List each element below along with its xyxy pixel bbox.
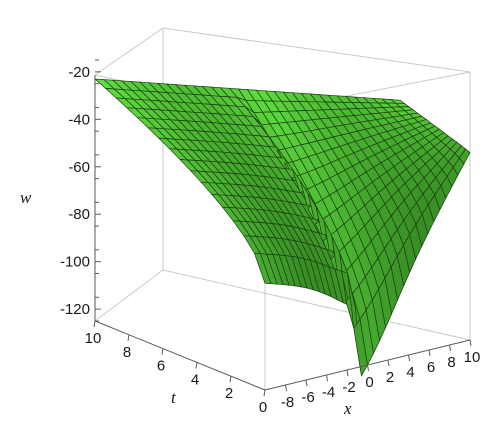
x-tick-mark	[449, 344, 451, 352]
x-tick-label: -8	[281, 394, 294, 411]
x-axis-ticks: -8 -6 -4 -2 0 2 4 6 8 10	[281, 339, 481, 411]
x-tick-label: 10	[464, 349, 481, 366]
t-tick-mark	[229, 376, 232, 383]
t-tick-label: 4	[191, 371, 199, 388]
w-axis-ticks: -20 -40 -60 -80 -100 -120	[60, 59, 101, 322]
surface-mesh	[94, 78, 471, 377]
w-tick-label: -120	[60, 301, 90, 318]
t-tick-mark	[263, 389, 266, 397]
w-tick-label: -40	[68, 111, 90, 128]
x-axis-title: x	[343, 399, 352, 418]
t-axis-ticks: 10 8 6 4 2 0	[85, 320, 267, 416]
t-tick-mark	[127, 334, 130, 341]
x-tick-label: 6	[427, 359, 435, 376]
w-tick-label: -100	[60, 254, 90, 271]
w-axis-title: w	[20, 188, 32, 207]
t-tick-label: 8	[123, 344, 131, 361]
x-tick-mark	[346, 369, 349, 377]
w-tick-label: -20	[68, 64, 90, 81]
t-tick-label: 6	[157, 358, 165, 375]
x-tick-mark	[428, 349, 431, 357]
x-tick-mark	[305, 379, 308, 387]
x-tick-mark	[408, 354, 410, 362]
x-tick-label: 4	[406, 364, 414, 381]
x-tick-mark	[326, 374, 328, 382]
x-tick-label: 2	[386, 369, 394, 386]
t-tick-mark	[195, 362, 198, 369]
t-tick-label: 2	[225, 385, 233, 402]
x-tick-mark	[469, 339, 472, 347]
x-tick-mark	[387, 359, 390, 367]
t-tick-mark	[93, 320, 96, 328]
t-tick-label: 10	[85, 330, 102, 347]
w-tick-label: -80	[68, 206, 90, 223]
t-axis-line	[94, 320, 266, 391]
box-back-top	[94, 27, 471, 76]
x-tick-label: -2	[342, 379, 355, 396]
t-tick-mark	[161, 348, 164, 355]
x-tick-label: -6	[301, 389, 314, 406]
x-tick-label: 8	[447, 354, 455, 371]
x-tick-mark	[285, 384, 287, 392]
t-axis-title: t	[171, 388, 177, 407]
x-tick-label: 0	[365, 374, 373, 391]
w-tick-label: -60	[68, 159, 90, 176]
x-tick-label: -4	[322, 384, 335, 401]
x-tick-mark	[367, 364, 369, 372]
t-tick-label: 0	[259, 399, 267, 416]
